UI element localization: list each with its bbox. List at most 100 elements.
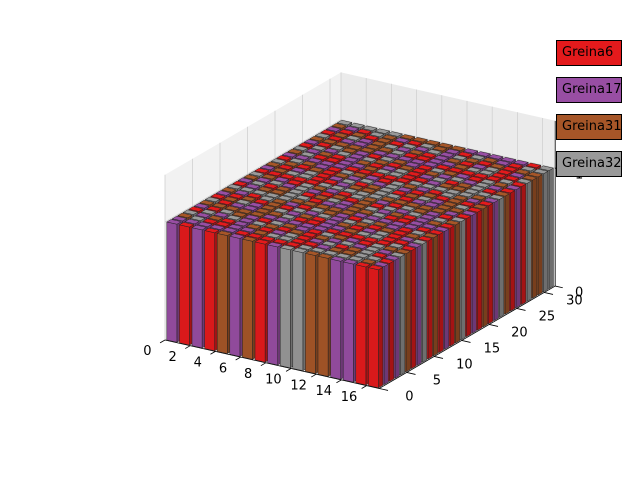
bar-top-face	[428, 158, 444, 164]
legend-item-greina31: Greina31	[556, 114, 622, 140]
bar-front-face	[254, 241, 266, 363]
bar-top-face	[343, 156, 359, 163]
bar	[254, 239, 271, 363]
bar-top-face	[305, 148, 322, 154]
bar-side-face	[488, 202, 494, 325]
bar-top-face	[279, 173, 296, 179]
bar-top-face	[332, 132, 349, 138]
bar-top-face	[496, 169, 513, 175]
bar-top-face	[392, 199, 409, 205]
bar-front-face	[330, 258, 341, 380]
x-tick-label: 14	[316, 384, 333, 399]
bar-side-face	[389, 260, 395, 382]
bar-top-face	[383, 214, 400, 221]
bar-top-face	[234, 230, 251, 236]
bar-top-face	[421, 192, 438, 198]
bar-side-face	[477, 209, 483, 331]
bar-top-face	[426, 149, 443, 155]
bar-top-face	[303, 139, 320, 145]
bar-top-face	[251, 220, 267, 226]
bar-top-face	[480, 179, 496, 185]
bar-top-face	[401, 214, 418, 220]
bar-top-face	[499, 187, 516, 194]
bar	[178, 222, 195, 346]
bar-top-face	[373, 159, 390, 165]
bar-top-face	[310, 176, 326, 182]
bar-top-face	[373, 190, 389, 196]
bar-top-face	[444, 219, 461, 226]
bar-top-face	[233, 220, 249, 227]
bar-top-face	[332, 234, 349, 240]
x-tick-label: 10	[265, 373, 282, 388]
bar-top-face	[360, 258, 377, 265]
z-tick-mark	[555, 285, 563, 289]
bar-top-face	[373, 261, 390, 267]
bar-top-face	[354, 150, 370, 156]
bar-front-face	[179, 224, 190, 346]
bar-top-face	[470, 194, 487, 201]
bar-top-face	[321, 240, 338, 247]
bar-top-face	[478, 169, 495, 176]
bar-top-face	[477, 200, 494, 207]
bar-top-face	[294, 225, 311, 232]
bar-top-face	[283, 232, 300, 238]
bar-top-face	[248, 171, 265, 177]
bar-top-face	[304, 179, 321, 185]
bar-top-face	[432, 217, 448, 223]
bar-top-face	[250, 180, 267, 186]
bar-top-face	[360, 187, 377, 193]
bar-top-face	[324, 188, 341, 194]
bar-top-face	[376, 177, 393, 184]
bar-front-face	[279, 247, 291, 369]
bar-top-face	[277, 235, 294, 241]
bar-top-face	[235, 199, 252, 205]
bar-top-face	[384, 224, 401, 230]
bar-top-face	[384, 184, 400, 190]
bar-top-face	[289, 198, 306, 204]
bar-top-face	[177, 212, 193, 219]
y-tick-label: 25	[539, 309, 556, 324]
bar-top-face	[376, 137, 392, 144]
bar-top-face	[413, 146, 430, 152]
bar-top-face	[454, 173, 471, 179]
bar-top-face	[203, 227, 220, 234]
bar-top-face	[461, 179, 478, 185]
x-tick-label: 6	[219, 361, 227, 376]
bar-top-face	[361, 156, 377, 162]
bar-top-face	[291, 207, 308, 213]
bar-top-face	[431, 176, 448, 183]
tick-labels: 024681012141605101520253001	[143, 167, 583, 404]
bar-front-face	[355, 264, 367, 386]
bar-top-face	[450, 216, 467, 223]
bar	[216, 230, 233, 355]
bar-top-face	[281, 223, 298, 229]
bar-top-face	[397, 155, 414, 162]
bar-top-face	[204, 196, 221, 203]
bar-top-face	[233, 190, 250, 196]
bar-top-face	[329, 216, 345, 222]
bar-top-face	[307, 197, 324, 204]
bars-group	[166, 119, 555, 389]
bar-side-face	[411, 247, 417, 370]
bar-top-face	[275, 186, 292, 192]
bar-top-face	[268, 180, 285, 186]
bar-top-face	[350, 163, 366, 169]
bar-top-face	[259, 235, 276, 242]
bar	[317, 253, 334, 377]
bar-top-face	[381, 205, 398, 212]
bar-top-face	[487, 154, 504, 160]
bar-top-face	[315, 244, 332, 250]
bar-top-face	[379, 156, 396, 162]
bar-top-face	[382, 245, 399, 252]
bar-top-face	[335, 181, 352, 188]
bar-top-face	[346, 246, 363, 252]
bar-top-face	[332, 163, 348, 169]
bar-top-face	[384, 255, 401, 261]
bar-top-face	[369, 171, 386, 178]
bar-top-face	[277, 164, 294, 170]
bar	[279, 244, 296, 369]
bar-top-face	[320, 200, 337, 207]
bar-top-face	[395, 217, 412, 224]
bar-top-face	[411, 168, 428, 174]
bar-top-face	[328, 175, 344, 182]
